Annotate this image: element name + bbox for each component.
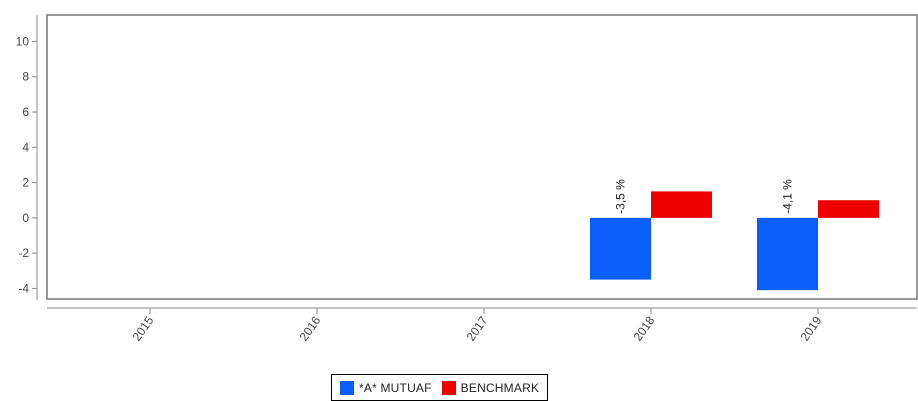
data-labels: -3,5 % -4,1 % (614, 179, 795, 214)
bar-benchmark-2018 (651, 191, 712, 218)
legend-label-benchmark: BENCHMARK (460, 380, 540, 395)
x-axis-ticks: 2015 2016 2017 2018 2019 (130, 308, 825, 344)
legend-swatch-mutuaf (340, 380, 354, 395)
x-tick-label: 2018 (631, 313, 658, 343)
bar-mutuaf-2018 (590, 217, 651, 280)
y-tick-label: -2 (18, 246, 29, 260)
y-axis-ticks: 10 8 6 4 2 0 -2 -4 (16, 34, 37, 295)
y-tick-label: 8 (22, 70, 29, 84)
y-tick-label: -4 (18, 281, 29, 295)
data-label-2019: -4,1 % (781, 179, 795, 214)
x-tick-label: 2019 (798, 313, 825, 343)
y-tick-label: 2 (22, 176, 29, 190)
bar-mutuaf-2019 (757, 217, 818, 291)
y-tick-label: 4 (22, 140, 29, 154)
x-tick-label: 2017 (464, 313, 491, 343)
data-label-2018: -3,5 % (614, 179, 628, 214)
plot-frame (46, 14, 918, 300)
y-tick-label: 10 (16, 34, 30, 48)
legend-item-mutuaf: *A* MUTUAF (340, 380, 432, 395)
x-tick-label: 2016 (297, 313, 324, 343)
legend-swatch-benchmark (441, 380, 456, 395)
bar-benchmark-2019 (818, 200, 879, 218)
legend-item-benchmark: BENCHMARK (441, 380, 540, 395)
legend-label-mutuaf: *A* MUTUAF (359, 380, 432, 395)
bar-series (590, 191, 879, 291)
y-tick-label: 0 (22, 211, 29, 225)
legend: *A* MUTUAF BENCHMARK (331, 374, 549, 401)
x-tick-label: 2015 (130, 313, 157, 343)
y-tick-label: 6 (22, 105, 29, 119)
